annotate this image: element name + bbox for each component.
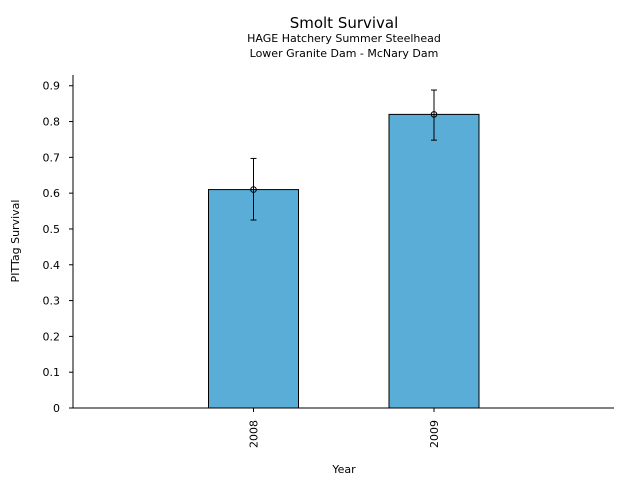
- y-tick-label: 0.4: [43, 259, 61, 272]
- y-tick-label: 0.2: [43, 330, 61, 343]
- chart-subtitle-line-1: HAGE Hatchery Summer Steelhead: [247, 32, 441, 45]
- y-tick-label: 0.3: [43, 295, 61, 308]
- bar-2009: [388, 113, 480, 409]
- bars: [208, 113, 480, 409]
- y-axis-ticks: 0 0.1 0.2 0.3 0.4 0.5 0.6 0.7 0.8 0.9: [43, 80, 73, 415]
- bar-2008: [208, 189, 299, 409]
- x-axis-label: Year: [331, 463, 356, 476]
- x-tick-label: 2008: [248, 420, 261, 448]
- y-tick-label: 0.7: [43, 151, 61, 164]
- y-axis-label: PITTag Survival: [9, 200, 22, 283]
- x-axis-ticks: 2008 2009: [248, 408, 441, 448]
- y-tick-label: 0.8: [43, 116, 61, 129]
- y-tick-label: 0.1: [43, 366, 61, 379]
- mean-marker: [250, 186, 257, 193]
- mean-marker: [430, 111, 438, 118]
- y-tick-label: 0.5: [43, 223, 61, 236]
- y-tick-label: 0.9: [43, 80, 61, 93]
- y-tick-label: 0: [53, 402, 60, 415]
- y-tick-label: 0.6: [43, 187, 61, 200]
- x-tick-label: 2009: [428, 420, 441, 448]
- chart-title: Smolt Survival: [290, 14, 399, 32]
- error-bars: [250, 89, 438, 221]
- chart-subtitle-line-2: Lower Granite Dam - McNary Dam: [250, 47, 439, 60]
